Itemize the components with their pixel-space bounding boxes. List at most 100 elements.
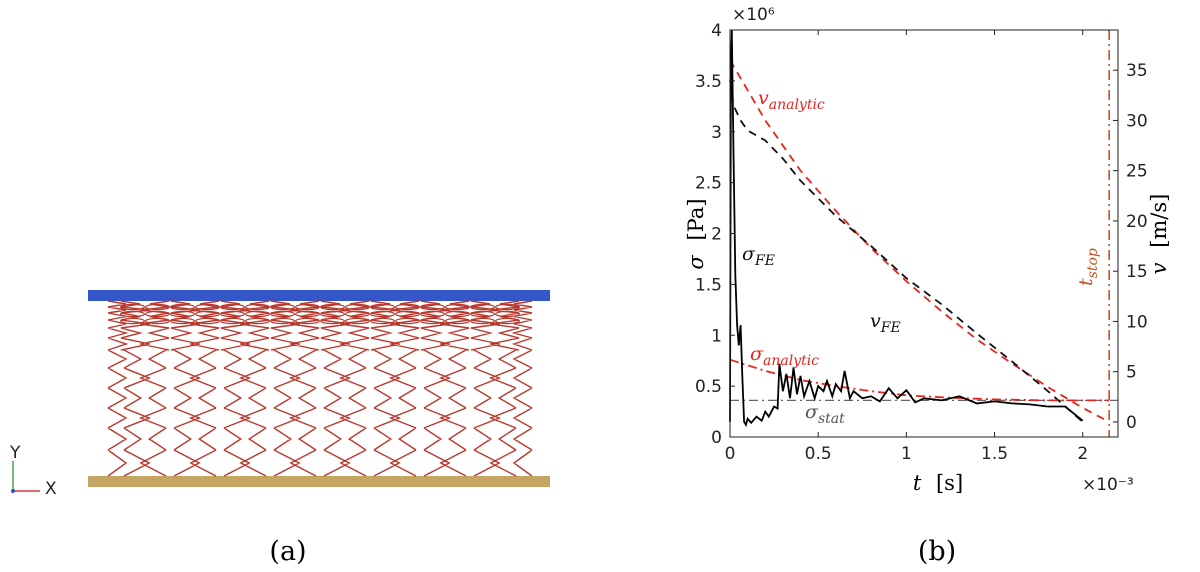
x-ticks: 0 0.5 1 1.5 2 — [725, 30, 1088, 464]
compressed-coil — [294, 310, 321, 318]
y-left-tick-label: 0 — [711, 428, 722, 448]
y-left-tick-label: 1.5 — [695, 275, 722, 295]
y-left-tick-label: 4 — [711, 21, 722, 41]
compressed-coil — [169, 310, 196, 318]
compressed-coil — [219, 310, 246, 318]
plot-marks — [729, 29, 1118, 437]
y-right-tick-label: 30 — [1126, 111, 1148, 131]
compressed-coil — [394, 303, 421, 311]
compressed-coil — [494, 310, 521, 318]
spring-paths — [107, 300, 533, 477]
compressed-coil — [444, 310, 471, 318]
compressed-coil — [369, 317, 396, 325]
compressed-coil — [169, 317, 196, 325]
y-left-tick-label: 3.5 — [695, 72, 722, 92]
panel-b: 0 0.5 1 1.5 2 0 0.5 1 1.5 2 2.5 3 3.5 4 0 5 10 15 20 25 30… — [684, 5, 1171, 567]
compressed-coil — [394, 310, 421, 318]
caption-b: (b) — [918, 536, 956, 567]
triad-y-label: Y — [9, 443, 21, 463]
triad-x-label: X — [45, 479, 57, 499]
triad-origin — [11, 489, 15, 493]
bottom-plate — [88, 476, 550, 487]
compressed-coil — [469, 303, 496, 311]
x-axis-label: t [s] — [913, 471, 963, 495]
compressed-coil — [469, 310, 496, 318]
compressed-coil — [369, 310, 396, 318]
compressed-coil — [344, 317, 371, 325]
compressed-coil — [369, 303, 396, 311]
y-left-tick-label: 2 — [711, 225, 722, 245]
series-v-analytic — [729, 59, 1110, 423]
compressed-coil — [244, 303, 271, 311]
y-right-tick-label: 10 — [1126, 312, 1148, 332]
x-tick-label: 0 — [725, 444, 736, 464]
x-tick-label: 0.5 — [805, 444, 832, 464]
axis-triad: Y X — [9, 443, 57, 499]
panel-a: Y X (a) — [9, 290, 550, 567]
compressed-coil — [494, 303, 521, 311]
sigma-stat-label: σstat — [805, 401, 845, 427]
compressed-coil — [194, 310, 221, 318]
compressed-coil — [194, 317, 221, 325]
compressed-coil — [119, 310, 146, 318]
y-right-tick-label: 20 — [1126, 212, 1148, 232]
compressed-coil — [294, 317, 321, 325]
compressed-coil — [419, 310, 446, 318]
x-tick-label: 1.5 — [981, 444, 1008, 464]
compressed-coil — [244, 310, 271, 318]
y-right-tick-label: 0 — [1126, 413, 1137, 433]
compressed-coil — [494, 317, 521, 325]
compressed-coil — [244, 317, 271, 325]
x-tick-label: 1 — [901, 444, 912, 464]
x-tick-label: 2 — [1077, 444, 1088, 464]
compressed-coil — [344, 303, 371, 311]
compressed-coil — [269, 317, 296, 325]
compressed-coil — [419, 303, 446, 311]
compressed-coil — [394, 317, 421, 325]
sigma-fe-label: σFE — [742, 243, 775, 269]
compressed-coil — [219, 303, 246, 311]
compressed-coil — [194, 303, 221, 311]
compressed-coil — [269, 303, 296, 311]
x-exponent-label: ×10⁻³ — [1082, 475, 1134, 495]
y-right-tick-label: 15 — [1126, 262, 1148, 282]
y-right-tick-label: 25 — [1126, 162, 1148, 182]
compressed-coil — [219, 317, 246, 325]
compressed-coil — [344, 310, 371, 318]
y-right-ticks: 0 5 10 15 20 25 30 35 — [1113, 61, 1148, 433]
compressed-coil — [444, 317, 471, 325]
y-left-tick-label: 2.5 — [695, 174, 722, 194]
compressed-coil — [144, 317, 171, 325]
compressed-coil — [469, 317, 496, 325]
compressed-coil — [144, 310, 171, 318]
compressed-coil — [444, 303, 471, 311]
y-left-tick-label: 3 — [711, 123, 722, 143]
y-exponent-label: ×10⁶ — [732, 5, 775, 25]
compressed-coil — [269, 310, 296, 318]
compressed-coil — [419, 317, 446, 325]
y-left-tick-label: 1 — [711, 326, 722, 346]
caption-a: (a) — [269, 536, 306, 567]
y-right-axis-label: v [m/s] — [1147, 194, 1171, 275]
compressed-coil — [119, 317, 146, 325]
v-fe-label: vFE — [870, 310, 901, 336]
y-right-tick-label: 5 — [1126, 363, 1137, 383]
series-sigma-fe — [729, 29, 1084, 428]
v-analytic-label: vanalytic — [758, 87, 825, 113]
series-v-fe — [729, 80, 1084, 423]
top-plate — [88, 290, 550, 301]
compressed-coil — [144, 303, 171, 311]
compressed-coil — [119, 303, 146, 311]
y-left-ticks: 0 0.5 1 1.5 2 2.5 3 3.5 4 — [695, 21, 735, 448]
compressed-coil — [294, 303, 321, 311]
y-right-tick-label: 35 — [1126, 61, 1148, 81]
compressed-coil — [319, 303, 346, 311]
sigma-analytic-label: σanalytic — [750, 343, 819, 369]
spring-lattice — [107, 300, 533, 477]
t-stop-label: tstop — [1075, 248, 1101, 286]
y-left-tick-label: 0.5 — [695, 377, 722, 397]
compressed-coil — [319, 317, 346, 325]
y-left-axis-label: σ [Pa] — [684, 198, 708, 269]
compressed-coil — [169, 303, 196, 311]
